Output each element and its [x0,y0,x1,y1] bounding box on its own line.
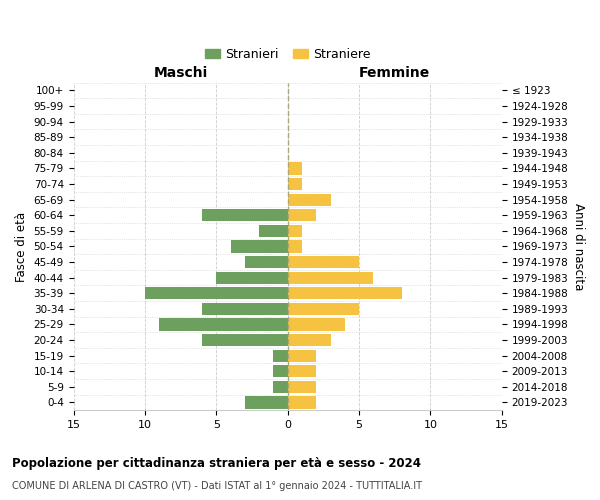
Bar [287,209,316,222]
Bar [287,318,345,330]
Bar [145,287,287,300]
Bar [230,240,287,252]
Bar [287,287,402,300]
Bar [274,381,287,393]
Bar [287,162,302,174]
Bar [287,225,302,237]
Bar [259,225,287,237]
Bar [202,303,287,315]
Bar [287,272,373,284]
Bar [287,194,331,205]
Bar [202,334,287,346]
Bar [287,256,359,268]
Bar [159,318,287,330]
Bar [274,365,287,378]
Bar [287,381,316,393]
Bar [245,256,287,268]
Bar [287,350,316,362]
Bar [287,365,316,378]
Text: COMUNE DI ARLENA DI CASTRO (VT) - Dati ISTAT al 1° gennaio 2024 - TUTTITALIA.IT: COMUNE DI ARLENA DI CASTRO (VT) - Dati I… [12,481,422,491]
Bar [287,396,316,408]
Bar [217,272,287,284]
Y-axis label: Anni di nascita: Anni di nascita [572,203,585,290]
Text: Femmine: Femmine [359,66,430,80]
Bar [274,350,287,362]
Text: Maschi: Maschi [154,66,208,80]
Bar [287,303,359,315]
Y-axis label: Fasce di età: Fasce di età [15,212,28,282]
Text: Popolazione per cittadinanza straniera per età e sesso - 2024: Popolazione per cittadinanza straniera p… [12,458,421,470]
Bar [287,178,302,190]
Bar [287,334,331,346]
Bar [245,396,287,408]
Bar [202,209,287,222]
Legend: Stranieri, Straniere: Stranieri, Straniere [200,43,376,66]
Bar [287,240,302,252]
